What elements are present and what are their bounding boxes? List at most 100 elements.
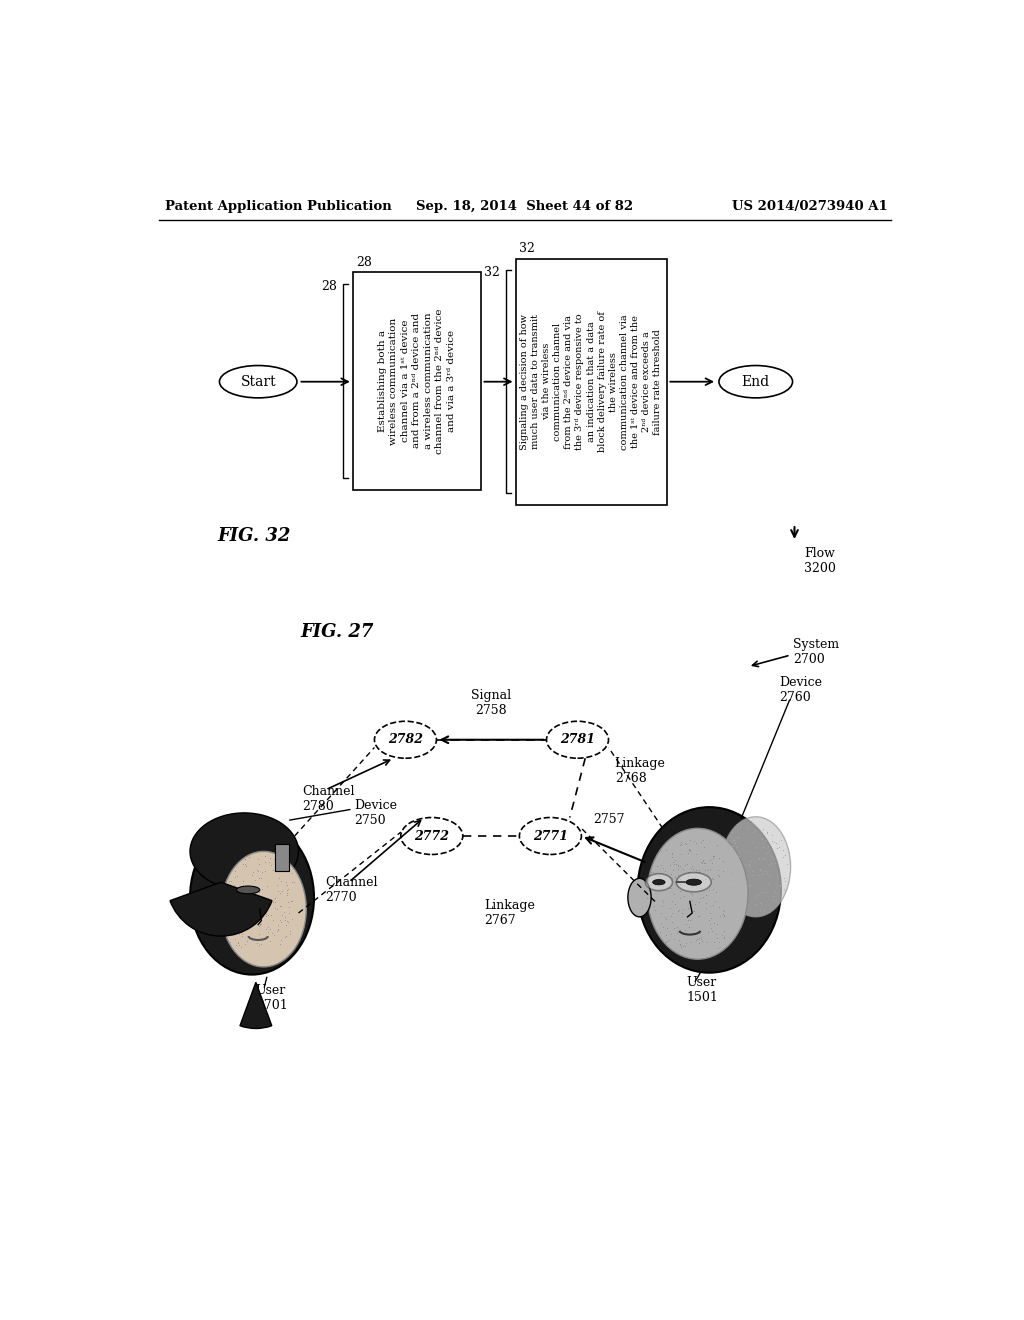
Point: [726, 832, 742, 853]
Point: [770, 837, 786, 858]
Point: [701, 874, 718, 895]
Point: [690, 928, 707, 949]
Point: [260, 895, 276, 916]
Point: [676, 832, 692, 853]
Bar: [352, 272, 480, 490]
Point: [734, 867, 751, 888]
Point: [693, 851, 710, 873]
Point: [756, 900, 772, 921]
Point: [229, 933, 246, 954]
Point: [264, 909, 281, 931]
Point: [695, 865, 712, 886]
Point: [682, 840, 698, 861]
Point: [716, 904, 732, 925]
Point: [708, 882, 724, 903]
Point: [679, 906, 695, 927]
Point: [642, 861, 658, 882]
Point: [734, 900, 751, 921]
Point: [736, 874, 753, 895]
Point: [240, 888, 256, 909]
Point: [734, 902, 751, 923]
Point: [656, 907, 673, 928]
Point: [279, 871, 295, 892]
Point: [666, 851, 682, 873]
Point: [716, 927, 732, 948]
Text: Flow
3200: Flow 3200: [804, 548, 836, 576]
Point: [251, 916, 267, 937]
Point: [672, 834, 688, 855]
Point: [677, 936, 693, 957]
Point: [679, 854, 695, 875]
Point: [739, 865, 756, 886]
Point: [283, 890, 299, 911]
Point: [662, 854, 678, 875]
Point: [657, 867, 674, 888]
Point: [280, 879, 296, 900]
Point: [723, 870, 739, 891]
Point: [693, 878, 710, 899]
Point: [282, 923, 298, 944]
Point: [243, 892, 259, 913]
Point: [751, 865, 767, 886]
Point: [238, 876, 254, 898]
Point: [251, 935, 267, 956]
Point: [694, 870, 711, 891]
Point: [701, 913, 718, 935]
Point: [764, 830, 780, 851]
Point: [664, 906, 680, 927]
Point: [672, 880, 688, 902]
Point: [713, 906, 729, 927]
Point: [259, 921, 275, 942]
Point: [723, 830, 739, 851]
Text: Signal
2758: Signal 2758: [471, 689, 512, 717]
Point: [696, 859, 713, 880]
Point: [685, 859, 701, 880]
Point: [749, 837, 765, 858]
Point: [782, 851, 799, 873]
Point: [279, 913, 295, 935]
Point: [230, 919, 247, 940]
Point: [763, 845, 779, 866]
Point: [716, 927, 732, 948]
Point: [665, 846, 681, 867]
Point: [670, 870, 686, 891]
Point: [245, 861, 261, 882]
Point: [741, 853, 758, 874]
Point: [705, 920, 721, 941]
Point: [777, 845, 794, 866]
Point: [698, 892, 715, 913]
Point: [262, 847, 279, 869]
Point: [697, 869, 714, 890]
Point: [249, 892, 265, 913]
Point: [234, 886, 251, 907]
Point: [236, 875, 252, 896]
Text: 2781: 2781: [560, 733, 595, 746]
Point: [248, 899, 264, 920]
Point: [223, 871, 240, 892]
Point: [759, 821, 775, 842]
Point: [680, 898, 696, 919]
Text: Channel
2770: Channel 2770: [326, 876, 378, 904]
Point: [720, 836, 736, 857]
Point: [682, 874, 698, 895]
Point: [233, 882, 250, 903]
Point: [260, 894, 276, 915]
Text: Device
2760: Device 2760: [779, 676, 822, 704]
Point: [654, 858, 671, 879]
Point: [683, 883, 699, 904]
Text: 2772: 2772: [415, 829, 450, 842]
Point: [682, 895, 698, 916]
Text: 28: 28: [356, 256, 373, 268]
Point: [247, 869, 263, 890]
Point: [664, 890, 680, 911]
Point: [249, 933, 265, 954]
Text: Device
2750: Device 2750: [354, 799, 397, 826]
Point: [698, 931, 715, 952]
Point: [763, 854, 779, 875]
Point: [673, 834, 689, 855]
Point: [733, 859, 750, 880]
Point: [221, 919, 238, 940]
Point: [702, 858, 719, 879]
Point: [276, 927, 293, 948]
Point: [239, 892, 255, 913]
